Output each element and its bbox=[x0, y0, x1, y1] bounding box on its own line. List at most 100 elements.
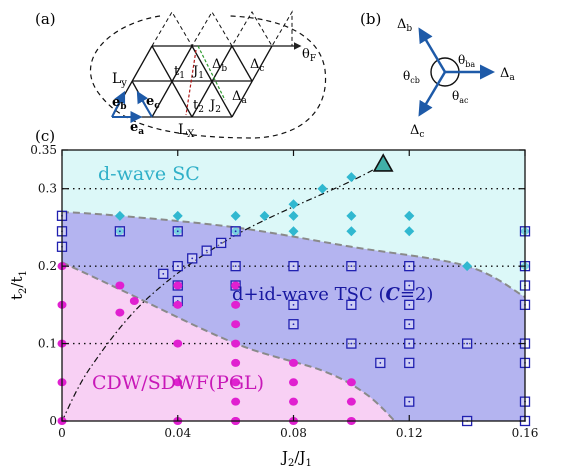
boundary-cdw-tsc bbox=[61, 261, 396, 422]
label-da: Δa bbox=[232, 89, 247, 106]
marker-sc-18 bbox=[404, 210, 415, 221]
marker-tsc-dot-22 bbox=[408, 342, 411, 345]
x-tick-label-2: 0.08 bbox=[280, 426, 307, 440]
label-db: Δb bbox=[212, 57, 227, 74]
y-tick-label-4: 0.35 bbox=[30, 143, 57, 157]
marker-cdw-15 bbox=[231, 339, 241, 348]
marker-tsc-dot-38 bbox=[162, 272, 165, 275]
panel-label-b: (b) bbox=[360, 10, 381, 28]
bond-j2 bbox=[185, 49, 197, 116]
panel-label-c: (c) bbox=[35, 127, 55, 145]
x-tick-label-1: 0.04 bbox=[164, 426, 191, 440]
marker-sc-16 bbox=[317, 183, 328, 194]
vector-delta-c bbox=[418, 71, 447, 117]
marker-cdw-24 bbox=[346, 397, 356, 406]
label-delta-b: Δb bbox=[397, 17, 412, 34]
marker-sc-0 bbox=[114, 210, 125, 221]
x-tick-label-4: 0.16 bbox=[512, 426, 539, 440]
marker-sc-11 bbox=[288, 199, 299, 210]
x-tick-label-0: 0 bbox=[58, 426, 66, 440]
marker-cdw-7 bbox=[129, 296, 139, 305]
y-tick-label-3: 0.3 bbox=[38, 182, 57, 196]
marker-tsc-dot-6 bbox=[176, 265, 179, 268]
vector-delta-b bbox=[418, 27, 447, 73]
x-tick-label-3: 0.12 bbox=[396, 426, 423, 440]
marker-sc-17 bbox=[346, 172, 357, 183]
theta-f-label: θF bbox=[302, 47, 316, 64]
y-tick-label-0: 0 bbox=[49, 414, 57, 428]
region-label-tsc: d+id-wave TSC (C=2) bbox=[232, 284, 433, 305]
marker-tsc-dot-5 bbox=[234, 230, 237, 233]
panel-a: (a) θF Ly eb ec ea bbox=[35, 10, 327, 140]
label-theta-ac: θac bbox=[452, 89, 469, 105]
marker-tsc-dot-24 bbox=[466, 342, 469, 345]
marker-tsc-dot-3 bbox=[118, 230, 121, 233]
marker-cdw-26 bbox=[231, 320, 241, 329]
marker-tsc-dot-18 bbox=[408, 265, 411, 268]
phase-regions bbox=[62, 150, 525, 421]
label-t2: t2 bbox=[193, 98, 204, 115]
marker-sc-13 bbox=[404, 226, 415, 237]
marker-tsc-dot-15 bbox=[292, 303, 295, 306]
triangle-marker bbox=[372, 153, 394, 172]
label-ly: Ly bbox=[112, 71, 127, 89]
y-tick-label-1: 0.1 bbox=[38, 337, 57, 351]
region-label-tsc-tail: =2) bbox=[400, 284, 434, 305]
marker-cdw-14 bbox=[231, 300, 241, 309]
marker-sc-3 bbox=[288, 210, 299, 221]
lattice-boundary-loop bbox=[89, 15, 327, 139]
marker-cdw-23 bbox=[346, 378, 356, 387]
label-theta-ba: θba bbox=[458, 53, 475, 69]
label-delta-a: Δa bbox=[500, 66, 515, 83]
marker-cdw-16 bbox=[231, 358, 241, 367]
label-t1: t1 bbox=[174, 64, 185, 81]
marker-cdw-21 bbox=[289, 397, 298, 406]
marker-cdw-9 bbox=[173, 300, 183, 309]
label-j2: J2 bbox=[208, 98, 221, 115]
marker-sc-4 bbox=[346, 210, 357, 221]
x-axis-label: J2/J1 bbox=[280, 448, 312, 468]
marker-sc-1 bbox=[172, 210, 183, 221]
marker-sc-15 bbox=[288, 226, 299, 237]
marker-cdw-17 bbox=[231, 378, 241, 387]
marker-sc-19 bbox=[462, 261, 473, 272]
marker-sc-2 bbox=[230, 210, 241, 221]
panel-b: (b) Δb Δa Δc θba θcb θac bbox=[360, 10, 515, 140]
label-lx: LX bbox=[178, 122, 195, 140]
marker-tsc-dot-19 bbox=[408, 284, 411, 287]
lattice-dashed-top bbox=[151, 10, 293, 47]
marker-tsc-dot-4 bbox=[176, 230, 179, 233]
region-label-tsc-chern: C bbox=[386, 284, 401, 305]
marker-sc-12 bbox=[346, 226, 357, 237]
y-tick-label-2: 0.2 bbox=[38, 259, 57, 273]
label-dc: Δc bbox=[250, 57, 264, 74]
y-axis-label: t2/t1 bbox=[8, 270, 29, 300]
marker-cdw-18 bbox=[231, 397, 241, 406]
panel-label-a: (a) bbox=[35, 10, 56, 28]
label-ea: ea bbox=[130, 120, 144, 137]
marker-cdw-10 bbox=[173, 339, 183, 348]
marker-cdw-8 bbox=[173, 281, 183, 290]
axes: 0 0.04 0.08 0.12 0.16 0 0.1 0.2 0.3 0.35 bbox=[30, 143, 538, 440]
bond-j1 bbox=[197, 45, 226, 101]
marker-tsc-dot-33 bbox=[379, 362, 382, 364]
region-label-sc: d-wave SC bbox=[98, 163, 200, 185]
marker-tsc-dot-7 bbox=[191, 257, 194, 260]
marker-tsc-dot-14 bbox=[292, 265, 295, 268]
marker-tsc-dot-23 bbox=[408, 362, 411, 364]
label-eb: eb bbox=[112, 95, 127, 112]
marker-cdw-19 bbox=[289, 358, 298, 367]
marker-cdw-6 bbox=[115, 308, 125, 317]
marker-cdw-5 bbox=[115, 281, 125, 290]
label-ec: ec bbox=[146, 94, 160, 111]
marker-tsc-dot-12 bbox=[234, 265, 237, 268]
region-label-tsc-main: d+id-wave TSC ( bbox=[232, 284, 386, 305]
lattice-grid bbox=[111, 45, 273, 118]
marker-tsc-dot-16 bbox=[350, 265, 353, 268]
marker-tsc-dot-21 bbox=[408, 323, 411, 326]
marker-cdw-11 bbox=[173, 378, 183, 387]
vector-eb bbox=[111, 90, 126, 118]
marker-tsc-dot-37 bbox=[292, 323, 295, 326]
region-labels: d-wave SC d+id-wave TSC (C=2) CDW/SDWF(PGL… bbox=[92, 163, 433, 394]
